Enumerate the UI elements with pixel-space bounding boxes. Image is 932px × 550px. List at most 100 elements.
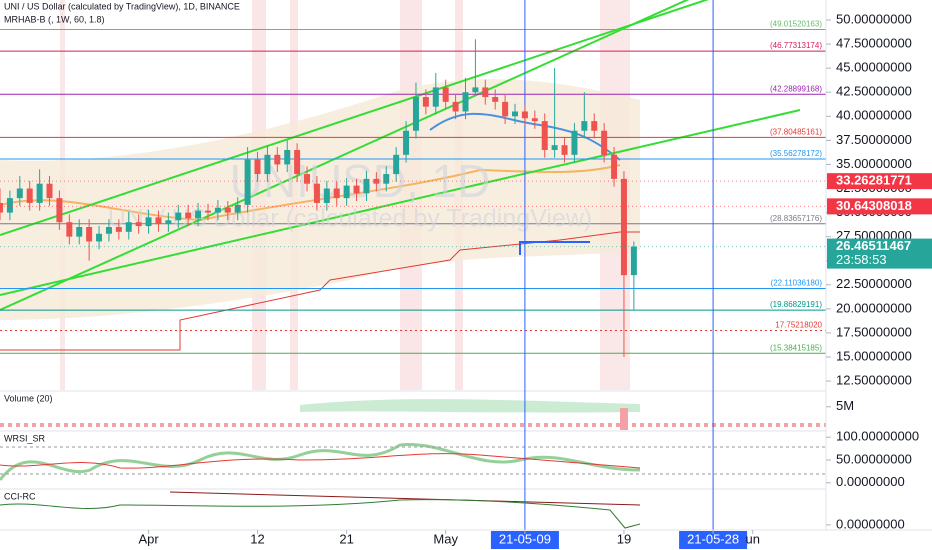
candle-body (323, 188, 330, 203)
step-line (519, 241, 590, 255)
y-tick-label: 42.50000000 (836, 84, 912, 99)
x-tick-label: Apr (138, 531, 159, 546)
candle-body (492, 97, 499, 102)
candle-body (403, 130, 410, 155)
y-tick-label: 15.00000000 (836, 348, 912, 363)
indicator-title: MRHAB-B (, 1W, 60, 1.8) (4, 14, 105, 24)
candle-body (313, 183, 320, 203)
candle-body (0, 202, 3, 213)
price-tag-label: 30.64308018 (836, 198, 912, 213)
y-tick-label: 35.00000000 (836, 156, 912, 171)
candle-body (36, 183, 43, 203)
level-label: (28.83657176) (770, 214, 822, 223)
level-label: (46.77313174) (770, 41, 822, 50)
candle-body (86, 227, 93, 242)
candle-body (234, 204, 241, 213)
candle-body (125, 222, 132, 232)
candle-body (393, 154, 400, 175)
candle-body (412, 97, 419, 131)
stop-line (0, 231, 640, 351)
indicator-panes (0, 390, 932, 529)
x-tick-label: May (433, 531, 458, 546)
x-tick-highlight (679, 531, 748, 549)
candle-body (224, 207, 231, 213)
y-tick-label: 20.00000000 (836, 300, 912, 315)
candle-body (204, 210, 211, 213)
candle-body (115, 227, 122, 232)
level-label: (37.80485161) (770, 128, 822, 137)
candle-body (422, 97, 429, 107)
y-tick-label: 17.50000000 (836, 324, 912, 339)
x-tick-label: 19 (617, 531, 631, 546)
candle-body (26, 188, 33, 203)
candle-body (135, 222, 142, 227)
candle-body (353, 185, 360, 194)
candle-body (601, 130, 608, 155)
candle-body (462, 92, 469, 112)
candle-body (343, 185, 350, 199)
candle-body (620, 178, 627, 276)
y-tick-label: 0.00000000 (836, 516, 905, 531)
candle-body (561, 145, 568, 155)
candle-body (531, 118, 538, 122)
countdown: 23:58:53 (836, 252, 887, 267)
price-tag-label: 26.46511467 (836, 238, 911, 253)
candle-body (185, 212, 192, 219)
candle-body (333, 188, 340, 199)
candle-body (244, 159, 251, 205)
y-tick-label: 100.00000000 (836, 429, 919, 444)
candle-body (502, 101, 509, 117)
candle-body (294, 149, 301, 175)
x-tick-highlight (490, 531, 559, 549)
level-label: (19.86829191) (770, 300, 822, 309)
candle-body (284, 149, 291, 165)
candle-body (46, 183, 53, 199)
plot (0, 0, 714, 530)
candle-body (432, 87, 439, 107)
candle-body (541, 121, 548, 150)
candle-body (56, 198, 63, 223)
candle-body (214, 207, 221, 213)
price-axis-bg (826, 0, 932, 550)
candle-body (145, 217, 152, 227)
y-tick-label: 12.50000000 (836, 372, 912, 387)
candle-body (175, 212, 182, 221)
pane-title: CCI-RC (4, 491, 36, 501)
price-tag (827, 173, 932, 190)
candle-body (482, 87, 489, 98)
candle-body (6, 198, 13, 213)
candle-body (581, 121, 588, 131)
trend-line (0, 0, 690, 311)
x-tick-label: 12 (250, 531, 264, 546)
y-tick-label: 50.00000000 (836, 11, 912, 26)
candle-body (264, 154, 271, 175)
candle-body (551, 145, 558, 150)
candle-body (630, 246, 637, 276)
level-label: (35.56278172) (770, 149, 822, 158)
x-tick-label: 21 (339, 531, 353, 546)
y-tick-label: 50.00000000 (836, 451, 912, 466)
y-tick-label: 40.00000000 (836, 108, 912, 123)
candle-body (96, 233, 103, 242)
y-tick-label: 47.50000000 (836, 36, 912, 51)
x-tick-label: 21-05-28 (687, 531, 739, 546)
candle-body (274, 154, 281, 165)
candle-body (16, 188, 23, 199)
x-tick-label: un (745, 531, 759, 546)
y-tick-label: 22.50000000 (836, 276, 912, 291)
y-tick-label: 37.50000000 (836, 132, 912, 147)
candle-body (105, 227, 112, 234)
candle-body (611, 154, 618, 179)
chart-title: UNI / US Dollar (calculated by TradingVi… (4, 1, 240, 11)
level-label: (49.01520163) (770, 20, 822, 29)
price-tag (827, 198, 932, 215)
candle-body (383, 174, 390, 184)
level-label: 17.75218020 (775, 321, 822, 330)
level-label: (15.38415185) (770, 343, 822, 352)
candle-body (254, 159, 261, 175)
candle-body (363, 178, 370, 194)
signal-line (429, 112, 621, 161)
candle-body (66, 222, 73, 237)
levels: (49.01520163) (46.77313174) (42.28899168) (… (0, 20, 826, 354)
